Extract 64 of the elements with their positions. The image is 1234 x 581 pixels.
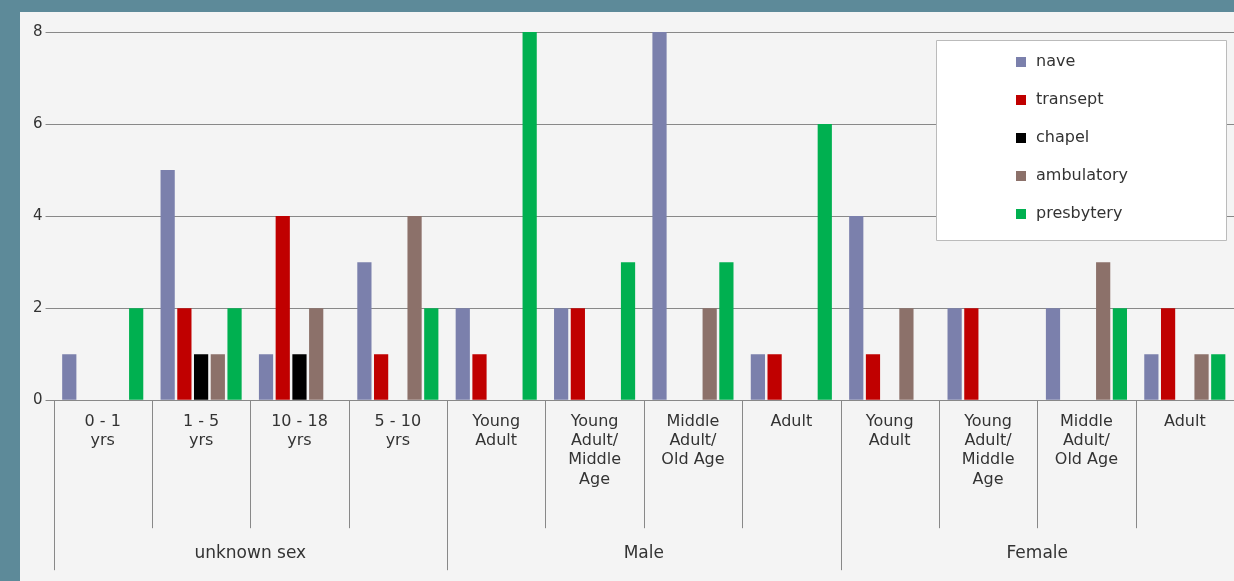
- bar: [292, 354, 307, 400]
- x-tick-label: Adult: [770, 410, 813, 430]
- bar: [472, 354, 487, 400]
- legend-label: ambulatory: [1036, 165, 1129, 185]
- bar: [1194, 354, 1209, 400]
- bar: [702, 308, 717, 400]
- bar: [522, 32, 537, 400]
- bar: [227, 308, 242, 400]
- bar: [1160, 308, 1176, 400]
- bar: [210, 354, 225, 400]
- x-tick-label: 10 - 18 yrs: [271, 410, 328, 450]
- text: Female: [1006, 542, 1068, 563]
- y-tick-label: 8: [33, 21, 43, 40]
- x-tick-label: Middle Adult/ Old Age: [1054, 410, 1119, 469]
- bar: [620, 262, 636, 400]
- bar: [1045, 308, 1061, 400]
- y-tick-label: 2: [33, 298, 43, 317]
- bar: [407, 216, 422, 400]
- bar: [177, 308, 192, 400]
- x-tick-label: Young Adult/ Middle Age: [568, 410, 622, 488]
- y-tick-label: 6: [33, 113, 43, 132]
- bar: [1112, 308, 1127, 400]
- bar: [570, 308, 585, 400]
- x-tick-label: Middle Adult/ Old Age: [661, 410, 725, 469]
- text: Male: [623, 542, 664, 563]
- x-tick-label: 5 - 10 yrs: [374, 410, 422, 450]
- bar: [899, 308, 914, 400]
- bar: [947, 308, 962, 400]
- x-tick-label: 1 - 5 yrs: [182, 410, 220, 450]
- bar: [849, 216, 864, 400]
- text: unknown sex: [194, 542, 307, 563]
- bar: [964, 308, 979, 400]
- legend-label: presbytery: [1036, 203, 1123, 223]
- bar: [374, 354, 389, 400]
- bar: [865, 354, 881, 400]
- bar: [275, 216, 290, 400]
- bar: [455, 308, 470, 400]
- x-tick-label: 0 - 1 yrs: [84, 410, 121, 450]
- bar: [357, 262, 372, 400]
- bar: [62, 354, 77, 400]
- legend-label: chapel: [1036, 127, 1090, 147]
- x-tick-label: Young Adult/ Middle Age: [961, 410, 1015, 488]
- bar: [719, 262, 734, 400]
- bar: [554, 308, 569, 400]
- bar: [129, 308, 144, 400]
- x-tick-label: Young Adult: [471, 410, 521, 450]
- bar: [1144, 354, 1159, 400]
- bar: [424, 308, 439, 400]
- legend-label: transept: [1036, 89, 1104, 109]
- bar: [1096, 262, 1111, 400]
- bar: [258, 354, 274, 400]
- bar: [817, 124, 832, 400]
- bar: [750, 354, 765, 400]
- bar: [652, 32, 667, 400]
- y-tick-label: 0: [33, 390, 43, 409]
- bar: [160, 170, 175, 400]
- y-tick-label: 4: [33, 205, 43, 224]
- bar: [193, 354, 209, 400]
- bar: [1211, 354, 1226, 400]
- x-tick-label: Young Adult: [864, 410, 914, 450]
- x-tick-label: Adult: [1163, 410, 1206, 430]
- bar: [309, 308, 324, 400]
- legend-label: nave: [1036, 51, 1076, 71]
- bar: [767, 354, 782, 400]
